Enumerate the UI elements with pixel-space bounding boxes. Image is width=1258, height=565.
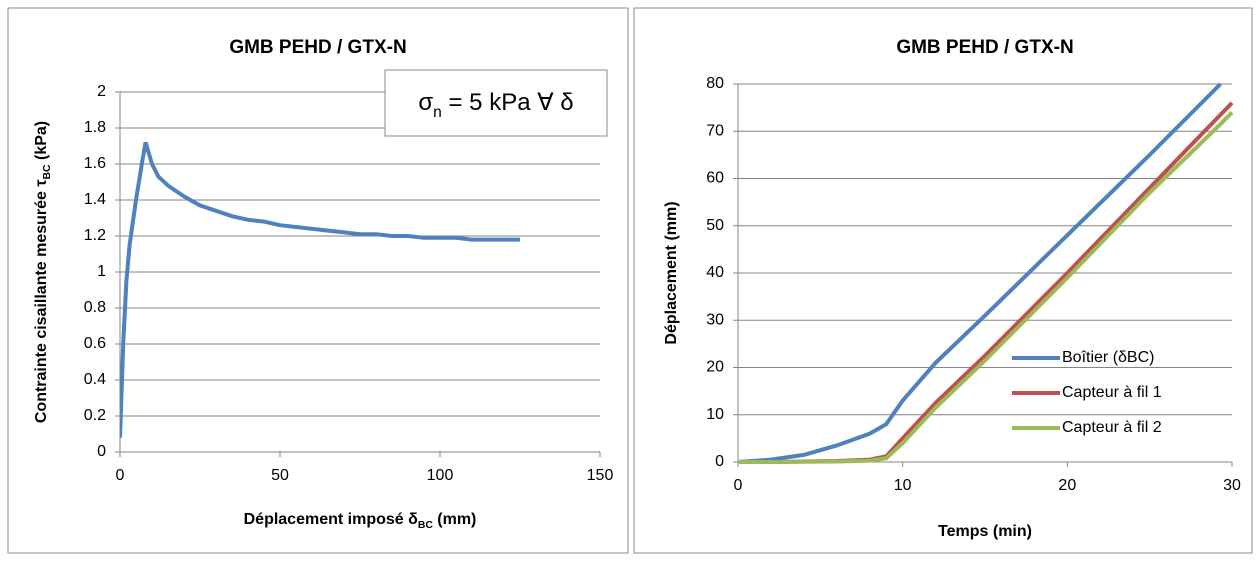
y-tick-label: 0 [715, 453, 724, 470]
y-tick-label: 1.8 [84, 119, 106, 136]
y-tick-label: 0 [97, 443, 106, 460]
x-axis-label: Déplacement imposé δBC (mm) [244, 511, 477, 531]
x-tick-label: 20 [1058, 477, 1076, 494]
legend-label: Capteur à fil 1 [1062, 384, 1162, 401]
annotation: σn = 5 kPa ∀ δ [418, 89, 573, 120]
y-tick-label: 1.6 [84, 155, 106, 172]
x-tick-label: 150 [587, 467, 614, 484]
chart-title: GMB PEHD / GTX-N [896, 37, 1073, 58]
y-tick-label: 0.4 [84, 371, 106, 388]
y-tick-label: 0.8 [84, 299, 106, 316]
y-tick-label: 1 [97, 263, 106, 280]
text-part: Contrainte cisaillante mesurée τ [33, 179, 50, 423]
text-part: = 5 kPa ∀ δ [442, 89, 574, 116]
text-part: (mm) [433, 511, 477, 528]
series-line [738, 82, 1222, 464]
series-line [738, 110, 1234, 464]
panel [633, 7, 1253, 554]
y-axis-label: Contrainte cisaillante mesurée τBC (kPa) [33, 121, 53, 423]
x-axis-label: Temps (min) [938, 523, 1032, 540]
y-tick-label: 20 [706, 359, 724, 376]
y-tick-label: 1.4 [84, 191, 106, 208]
y-tick-label: 0.6 [84, 335, 106, 352]
annotation-box [384, 69, 608, 137]
text-part: BC [42, 164, 53, 180]
y-tick-label: 2 [97, 83, 106, 100]
chart-title: GMB PEHD / GTX-N [229, 37, 406, 58]
text-part: σ [418, 89, 433, 116]
legend-label: Capteur à fil 2 [1062, 419, 1162, 436]
y-tick-label: 80 [706, 75, 724, 92]
y-tick-label: 0.2 [84, 407, 106, 424]
x-tick-label: 0 [116, 467, 125, 484]
y-axis-label: Déplacement (mm) [663, 201, 680, 344]
series-line [120, 141, 520, 438]
y-tick-label: 60 [706, 170, 724, 187]
y-tick-label: 1.2 [84, 227, 106, 244]
text-part: Déplacement (mm) [663, 201, 680, 344]
y-tick-label: 40 [706, 264, 724, 281]
y-tick-label: 70 [706, 122, 724, 139]
text-part: Déplacement imposé δ [244, 511, 419, 528]
text-part: (kPa) [33, 121, 50, 165]
y-tick-label: 10 [706, 406, 724, 423]
text-part: Temps (min) [938, 523, 1032, 540]
x-tick-label: 50 [271, 467, 289, 484]
text-part: BC [418, 520, 434, 531]
x-tick-label: 100 [427, 467, 454, 484]
y-tick-label: 30 [706, 311, 724, 328]
x-tick-label: 0 [734, 477, 743, 494]
x-tick-label: 30 [1223, 477, 1241, 494]
legend-label: Boîtier (δBC) [1062, 349, 1154, 366]
text-part: n [433, 104, 442, 121]
x-tick-label: 10 [894, 477, 912, 494]
y-tick-label: 50 [706, 217, 724, 234]
